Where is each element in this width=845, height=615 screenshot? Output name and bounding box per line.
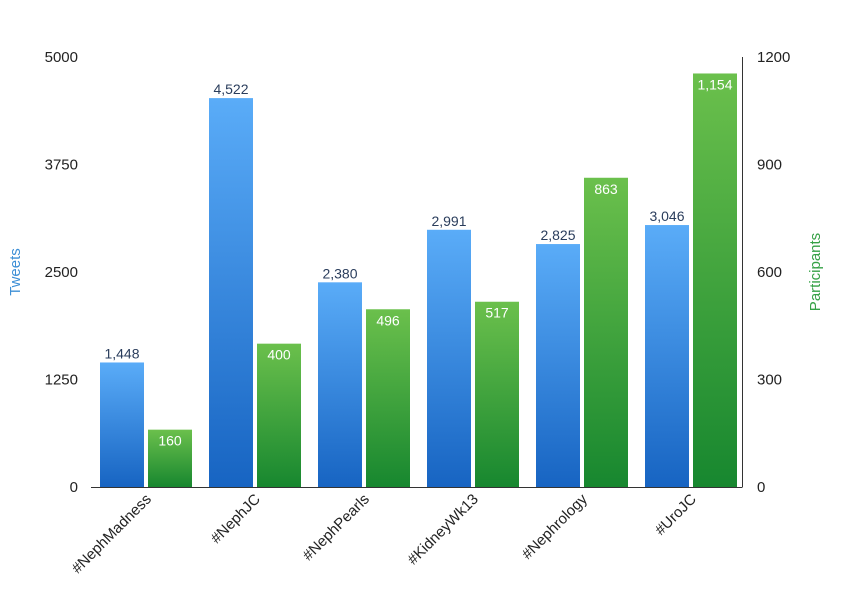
tweets-bar [536,244,580,487]
category-label: #Nephrology [519,490,592,563]
tweets-data-label: 2,991 [431,213,466,229]
tweets-bar [209,98,253,487]
tweets-data-label: 1,448 [104,345,139,361]
right-tick-label: 0 [757,479,765,496]
category-label: #NephJC [208,491,264,547]
data-labels: 1,448 160 4,522 400 2,380 496 2,991 517 2,825 863… [104,76,732,448]
right-tick-label: 900 [757,157,782,174]
participants-bar [257,343,301,487]
participants-data-label: 1,154 [697,76,732,92]
tweets-data-label: 2,825 [540,227,575,243]
category-labels: #NephMadness #NephJC #NephPearls #KidneyWk1… [69,490,700,577]
tweets-bar [645,225,689,487]
participants-bar [693,73,737,487]
participants-data-label: 517 [485,305,509,321]
participants-bar [148,429,192,487]
right-axis-title: Participants [807,233,824,311]
left-tick-label: 1250 [45,372,78,389]
tweets-data-label: 4,522 [213,81,248,97]
category-label: #NephPearls [299,491,372,564]
participants-bar [475,301,519,487]
left-axis-ticks: 0 1250 2500 3750 5000 [45,49,78,496]
tweets-bar [427,229,471,488]
left-tick-label: 2500 [45,264,78,281]
right-tick-label: 300 [757,372,782,389]
tweets-data-label: 2,380 [322,265,357,281]
participants-data-label: 863 [594,181,618,197]
bars [100,73,737,488]
participants-data-label: 496 [376,312,400,328]
right-tick-label: 1200 [757,49,790,66]
tweets-bar [318,282,362,487]
left-tick-label: 5000 [45,49,78,66]
tweets-bar [100,362,144,487]
category-label: #KidneyWk13 [404,491,481,568]
participants-data-label: 160 [158,433,182,449]
right-tick-label: 600 [757,264,782,281]
tweets-data-label: 3,046 [649,208,684,224]
category-label: #NephMadness [69,491,155,577]
left-tick-label: 0 [70,479,78,496]
right-axis-ticks: 0 300 600 900 1200 [757,49,790,496]
participants-data-label: 400 [267,347,291,363]
category-label: #UroJC [652,491,700,539]
left-tick-label: 3750 [45,157,78,174]
participants-bar [584,177,628,487]
participants-bar [366,309,410,487]
left-axis-title: Tweets [7,248,24,296]
